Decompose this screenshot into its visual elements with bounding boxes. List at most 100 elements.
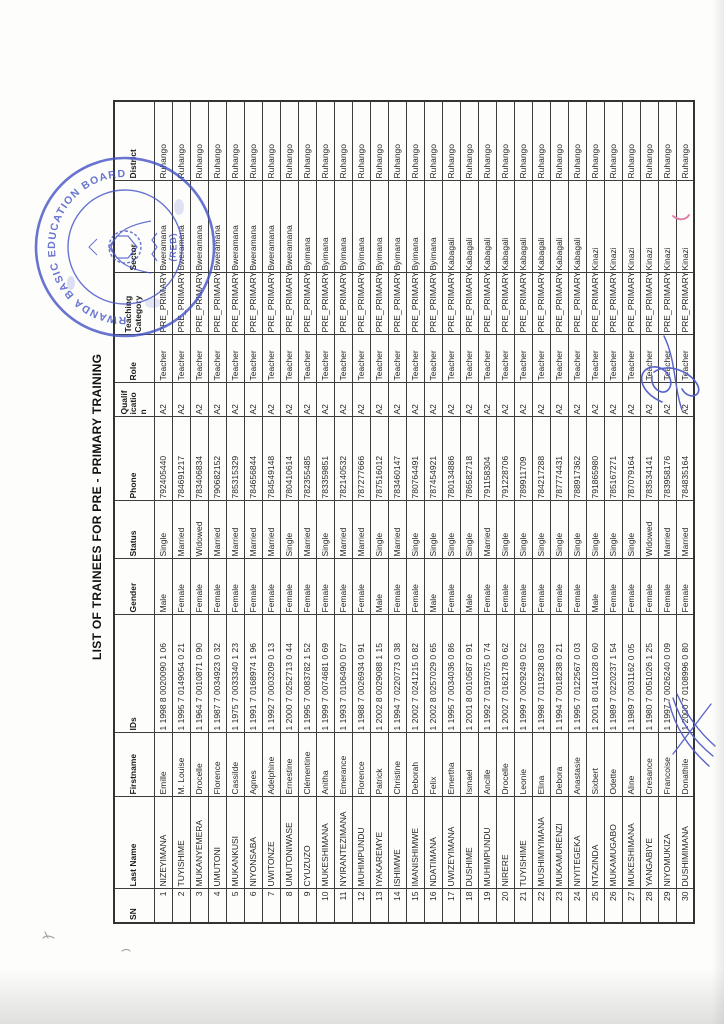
cell-role: Teacher [172,335,190,383]
cell-phone: 783460147 [388,417,406,501]
svg-text:(REB): (REB) [167,232,179,263]
cell-sector: Kabagali [514,181,532,273]
cell-role: Teacher [406,335,424,383]
cell-role: Teacher [226,335,244,383]
table-body: 1 NIZEYIMANA Emille 1 1998 8 0020090 1 0… [154,101,694,923]
cell-last-name: UWIZEYIMANA [442,797,460,889]
cell-id: 1 1989 7 0220237 1 54 [604,615,622,733]
table-row: 25 NTAZINDA Sixbert 1 2001 8 0141028 0 6… [586,101,604,923]
cell-qualification: A2 [226,383,244,417]
cell-status: Single [568,501,586,559]
cell-status: Single [586,501,604,559]
cell-last-name: MUKESHIMANA [316,797,334,889]
cell-firstname: Sixbert [586,733,604,797]
col-header-ids: IDs [114,615,154,733]
cell-role: Teacher [208,335,226,383]
cell-id: 1 1987 7 0034923 0 32 [208,615,226,733]
table-row: 28 YANGABIYE Cresance 1 1980 7 0051026 1… [640,101,658,923]
cell-phone: 782355485 [298,417,316,501]
cell-sn: 19 [478,889,496,923]
cell-id: 1 2002 7 0241215 0 82 [406,615,424,733]
table-row: 10 MUKESHIMANA Anitha 1 1999 7 0074681 0… [316,101,334,923]
cell-gender: Female [478,559,496,615]
cell-status: Widowed [190,501,208,559]
cell-sn: 26 [604,889,622,923]
cell-phone: 784217288 [532,417,550,501]
col-header-firstname: Firstname [114,733,154,797]
cell-gender: Female [298,559,316,615]
cell-sector: Kinazi [586,181,604,273]
cell-status: Single [550,501,568,559]
cell-phone: 784656844 [244,417,262,501]
cell-phone: 780764491 [406,417,424,501]
cell-district: Ruhango [676,101,694,181]
cell-district: Ruhango [478,101,496,181]
cell-teaching-category: PRE_PRIMARY [352,273,370,335]
cell-status: Single [532,501,550,559]
cell-district: Ruhango [658,101,676,181]
cell-status: Single [604,501,622,559]
table-row: 24 NIYITEGEKA Anastasie 1 1995 7 0122567… [568,101,586,923]
cell-firstname: Christine [388,733,406,797]
table-row: 13 IYAKAREMYE Patrick 1 2002 8 0029088 1… [370,101,388,923]
cell-gender: Female [550,559,568,615]
cell-district: Ruhango [280,101,298,181]
cell-id: 1 1995 7 0122567 0 03 [568,615,586,733]
col-header-phone: Phone [114,417,154,501]
cell-last-name: NIYOMUKIZA [658,797,676,889]
cell-role: Teacher [352,335,370,383]
cell-qualification: A2 [496,383,514,417]
cell-sn: 12 [352,889,370,923]
table-row: 12 MUHIMPUNDU Florence 1 1988 7 0026934 … [352,101,370,923]
cell-status: Single [154,501,172,559]
cell-sn: 27 [622,889,640,923]
cell-firstname: Emerance [334,733,352,797]
table-row: 11 NYIRANTEZIMANA Emerance 1 1993 7 0106… [334,101,352,923]
cell-qualification: A2 [172,383,190,417]
cell-gender: Female [208,559,226,615]
cell-last-name: MUHIMPUNDU [352,797,370,889]
cell-district: Ruhango [406,101,424,181]
cell-sn: 9 [298,889,316,923]
cell-id: 1 2002 8 0257029 0 65 [424,615,442,733]
cell-teaching-category: PRE_PRIMARY [460,273,478,335]
cell-firstname: Debora [550,733,568,797]
cell-district: Ruhango [244,101,262,181]
cell-district: Ruhango [352,101,370,181]
cell-district: Ruhango [388,101,406,181]
cell-phone: 780134886 [442,417,460,501]
cell-qualification: A2 [244,383,262,417]
cell-firstname: Anastasie [568,733,586,797]
cell-phone: 791158304 [478,417,496,501]
cell-gender: Female [496,559,514,615]
col-header-status: Status [114,501,154,559]
cell-district: Ruhango [226,101,244,181]
cell-firstname: Cassilde [226,733,244,797]
cell-status: Single [406,501,424,559]
cell-gender: Female [442,559,460,615]
cell-phone: 785315329 [226,417,244,501]
cell-teaching-category: PRE_PRIMARY [442,273,460,335]
cell-sector: Bweramana [226,181,244,273]
cell-gender: Female [334,559,352,615]
cell-sn: 15 [406,889,424,923]
cell-last-name: DUSHIME [460,797,478,889]
cell-role: Teacher [568,335,586,383]
table-row: 15 IMANISHIMWE Deborah 1 2002 7 0241215 … [406,101,424,923]
cell-sector: Kabagali [460,181,478,273]
stamp-bottom-text: (REB) [167,232,179,263]
cell-sector: Kinazi [622,181,640,273]
cell-sector: Kabagali [532,181,550,273]
cell-id: 1 1999 7 0029249 0 52 [514,615,532,733]
cell-gender: Female [604,559,622,615]
cell-last-name: UMUTONIWASE [280,797,298,889]
cell-teaching-category: PRE_PRIMARY [550,273,568,335]
cell-district: Ruhango [370,101,388,181]
cell-phone: 784691217 [172,417,190,501]
cell-sn: 17 [442,889,460,923]
cell-last-name: NYIRANTEZIMANA [334,797,352,889]
cell-qualification: A2 [424,383,442,417]
cell-status: Single [514,501,532,559]
cell-qualification: A2 [208,383,226,417]
cell-id: 1 1993 7 0106490 0 57 [334,615,352,733]
